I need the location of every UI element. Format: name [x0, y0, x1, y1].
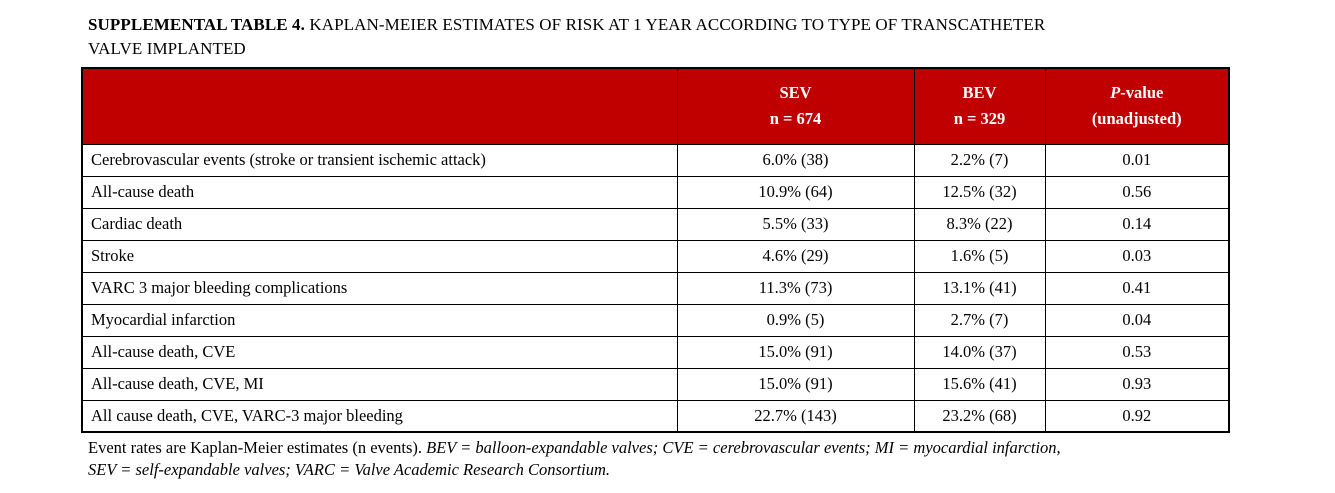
cell-bev: 8.3% (22) — [913, 207, 1046, 241]
page-title: SUPPLEMENTAL TABLE 4. KAPLAN-MEIER ESTIM… — [88, 13, 1295, 61]
cell-p: 0.93 — [1044, 367, 1230, 401]
col-header-sev: SEV n = 674 — [676, 67, 915, 145]
table-row: Stroke 4.6% (29) 1.6% (5) 0.03 — [81, 239, 1230, 273]
table-row: All-cause death, CVE 15.0% (91) 14.0% (37)… — [81, 335, 1230, 369]
cell-sev: 4.6% (29) — [676, 239, 915, 273]
table-number-label: SUPPLEMENTAL TABLE 4. — [88, 15, 306, 34]
cell-bev: 2.7% (7) — [913, 303, 1046, 337]
cell-sev: 6.0% (38) — [676, 143, 915, 177]
cell-bev: 1.6% (5) — [913, 239, 1046, 273]
cell-sev: 10.9% (64) — [676, 175, 915, 209]
cell-bev: 14.0% (37) — [913, 335, 1046, 369]
cell-bev: 15.6% (41) — [913, 367, 1046, 401]
cell-sev: 22.7% (143) — [676, 399, 915, 433]
table-row: All-cause death 10.9% (64) 12.5% (32) 0.56 — [81, 175, 1230, 209]
footnote-regular: Event rates are Kaplan-Meier estimates (… — [88, 438, 427, 457]
table-row: VARC 3 major bleeding complications 11.3%… — [81, 271, 1230, 305]
table-row: All cause death, CVE, VARC-3 major bleed… — [81, 399, 1230, 433]
document-page: SUPPLEMENTAL TABLE 4. KAPLAN-MEIER ESTIM… — [0, 13, 1335, 493]
cell-sev: 0.9% (5) — [676, 303, 915, 337]
table-row: Cardiac death 5.5% (33) 8.3% (22) 0.14 — [81, 207, 1230, 241]
table-row: All-cause death, CVE, MI 15.0% (91) 15.6% … — [81, 367, 1230, 401]
cell-label: All-cause death, CVE — [81, 335, 678, 369]
cell-sev: 11.3% (73) — [676, 271, 915, 305]
col-header-empty — [81, 67, 678, 145]
footnote: Event rates are Kaplan-Meier estimates (… — [88, 437, 1295, 481]
cell-p: 0.56 — [1044, 175, 1230, 209]
table-header: SEV n = 674 BEV n = 329 P-value (unadjus… — [81, 67, 1230, 145]
cell-label: Myocardial infarction — [81, 303, 678, 337]
cell-p: 0.92 — [1044, 399, 1230, 433]
cell-label: Cerebrovascular events (stroke or transi… — [81, 143, 678, 177]
cell-p: 0.14 — [1044, 207, 1230, 241]
cell-label: Stroke — [81, 239, 678, 273]
cell-label: All-cause death, CVE, MI — [81, 367, 678, 401]
footnote-abbreviations-line1: BEV = balloon-expandable valves; CVE = c… — [426, 438, 1061, 457]
cell-p: 0.41 — [1044, 271, 1230, 305]
cell-p: 0.01 — [1044, 143, 1230, 177]
cell-bev: 13.1% (41) — [913, 271, 1046, 305]
cell-p: 0.53 — [1044, 335, 1230, 369]
table-row: Cerebrovascular events (stroke or transi… — [81, 143, 1230, 177]
cell-label: Cardiac death — [81, 207, 678, 241]
km-estimates-table: SEV n = 674 BEV n = 329 P-value (unadjus… — [81, 67, 1230, 433]
col-header-pvalue: P-value (unadjusted) — [1044, 67, 1230, 145]
cell-p: 0.03 — [1044, 239, 1230, 273]
cell-bev: 23.2% (68) — [913, 399, 1046, 433]
footnote-abbreviations-line2: SEV = self-expandable valves; VARC = Val… — [88, 460, 611, 479]
table-body: Cerebrovascular events (stroke or transi… — [81, 143, 1230, 433]
table-title-text-line2: VALVE IMPLANTED — [88, 39, 246, 58]
table-title-text: KAPLAN-MEIER ESTIMATES OF RISK AT 1 YEAR… — [309, 15, 1046, 34]
cell-bev: 12.5% (32) — [913, 175, 1046, 209]
cell-p: 0.04 — [1044, 303, 1230, 337]
cell-bev: 2.2% (7) — [913, 143, 1046, 177]
cell-label: All-cause death — [81, 175, 678, 209]
cell-label: All cause death, CVE, VARC-3 major bleed… — [81, 399, 678, 433]
cell-sev: 15.0% (91) — [676, 367, 915, 401]
table-row: Myocardial infarction 0.9% (5) 2.7% (7) 0.0… — [81, 303, 1230, 337]
cell-label: VARC 3 major bleeding complications — [81, 271, 678, 305]
cell-sev: 15.0% (91) — [676, 335, 915, 369]
col-header-bev: BEV n = 329 — [913, 67, 1046, 145]
header-row: SEV n = 674 BEV n = 329 P-value (unadjus… — [81, 67, 1230, 145]
cell-sev: 5.5% (33) — [676, 207, 915, 241]
